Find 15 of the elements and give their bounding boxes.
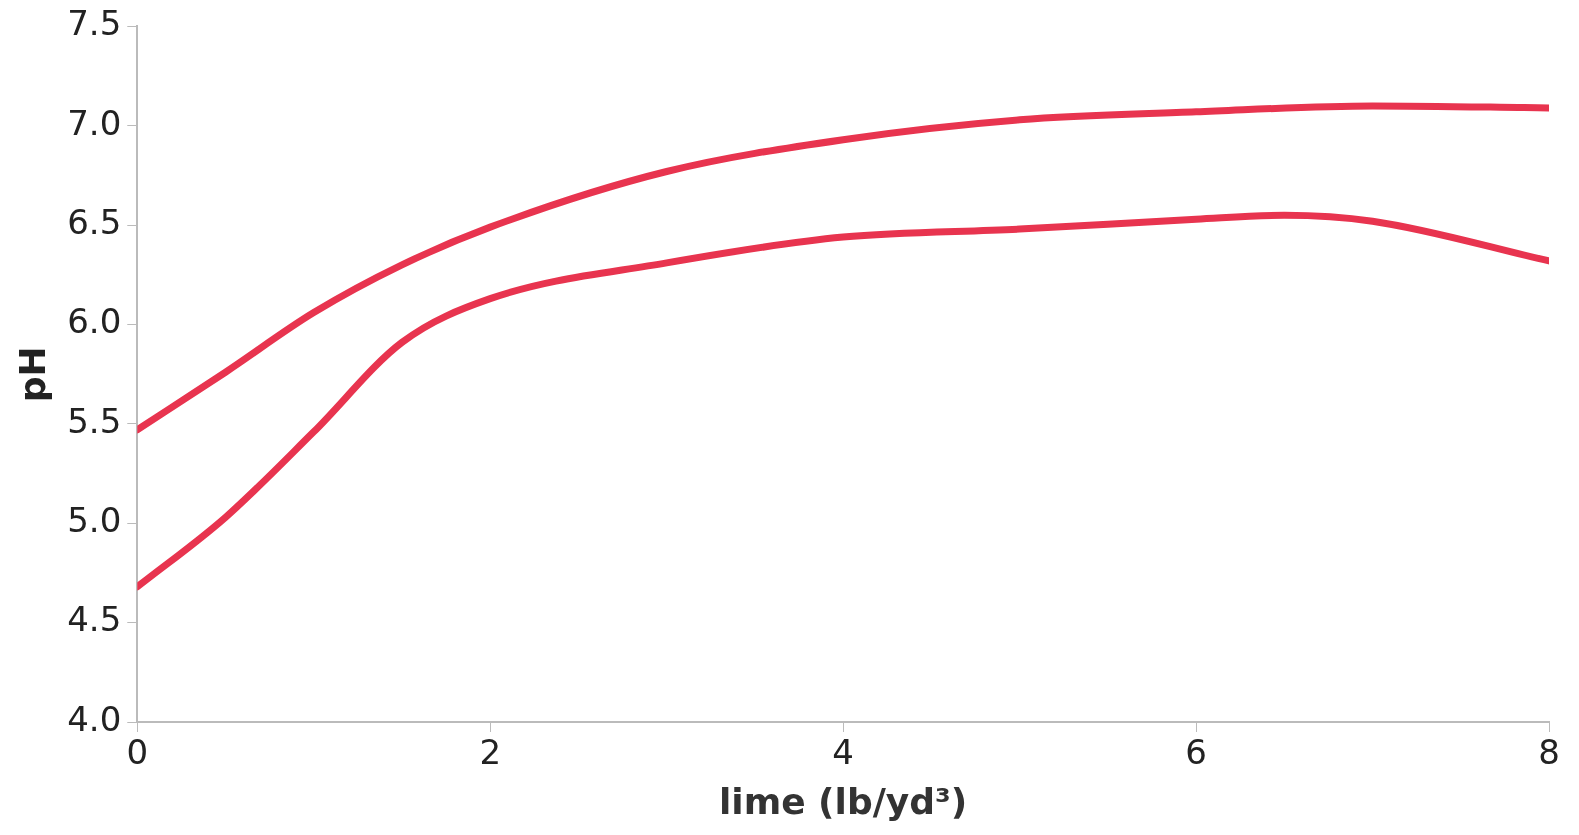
y-tick-label: 4.5 [67, 599, 122, 640]
y-tick-label: 5.5 [67, 400, 122, 441]
y-tick-label: 6.5 [67, 201, 122, 242]
y-tick-label: 5.0 [67, 500, 122, 541]
y-tick-label: 4.0 [67, 698, 122, 739]
y-axis-title: pH [11, 346, 53, 403]
y-tick-label: 7.0 [67, 102, 122, 143]
y-tick-label: 6.0 [67, 301, 122, 342]
x-tick-label: 0 [126, 732, 149, 773]
x-tick-label: 2 [479, 732, 502, 773]
x-tick-label: 4 [832, 732, 854, 773]
x-tick-label: 8 [1538, 732, 1560, 773]
y-tick-label: 7.5 [67, 3, 122, 44]
x-axis-title: lime (lb/yd³) [718, 780, 968, 822]
x-tick-label: 6 [1185, 732, 1207, 773]
